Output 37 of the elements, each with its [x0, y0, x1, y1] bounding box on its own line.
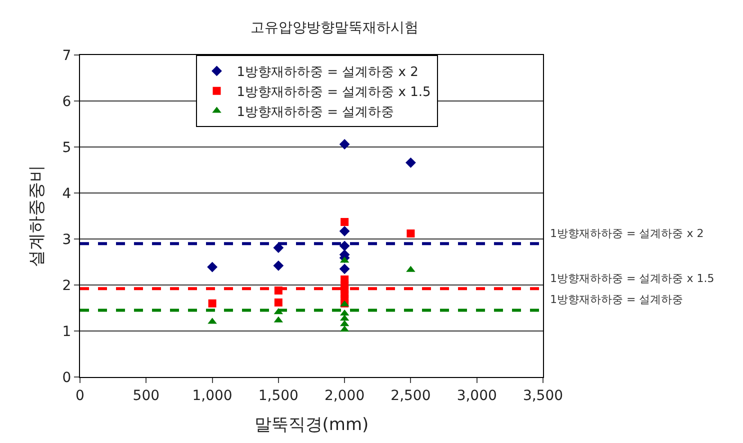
legend-label: 1방향재하하중 = 설계하중 x 1.5 — [236, 84, 431, 100]
point — [273, 242, 284, 253]
point — [273, 260, 284, 271]
point — [339, 139, 350, 150]
point — [406, 157, 416, 168]
point — [339, 240, 350, 252]
ref-line-label: 1방향재하하중 = 설계하중 x 1.5 — [550, 272, 714, 285]
x-tick-label: 0 — [76, 388, 84, 404]
legend-label: 1방향재하하중 = 설계하중 x 2 — [236, 65, 418, 80]
point — [339, 264, 350, 274]
legend-label: 1방향재하하중 = 설계하중 — [236, 104, 394, 120]
y-tick-label: 3 — [62, 232, 72, 248]
y-tick-label: 7 — [62, 48, 72, 64]
x-axis-title: 말뚝직경(mm) — [254, 415, 369, 436]
y-tick-label: 2 — [62, 278, 72, 294]
x-tick-label: 2,500 — [390, 388, 431, 404]
x-tick-label: 1,000 — [192, 388, 232, 404]
point — [339, 226, 350, 236]
chart-title: 고유압양방향말뚝재하시험 — [250, 20, 418, 36]
y-axis-title: 설계하중중비 — [26, 165, 47, 267]
x-tick-label: 1,500 — [258, 388, 298, 404]
y-tick-label: 1 — [62, 324, 72, 340]
ref-line-label: 1방향재하하중 = 설계하중 x 2 — [550, 227, 704, 240]
y-tick-label: 6 — [62, 94, 72, 110]
point — [207, 262, 218, 272]
y-tick-label: 5 — [62, 140, 72, 156]
ref-line-label: 1방향재하하중 = 설계하중 — [550, 293, 684, 306]
point — [340, 218, 349, 226]
y-tick-label: 4 — [62, 186, 72, 202]
x-tick-label: 3,500 — [522, 388, 564, 404]
point — [208, 299, 216, 308]
x-tick-label: 500 — [132, 388, 160, 404]
x-tick-label: 3,000 — [456, 388, 497, 404]
x-tick-label: 2,000 — [324, 388, 365, 404]
point — [406, 229, 415, 238]
point — [274, 298, 282, 306]
y-tick-label: 0 — [62, 370, 72, 386]
